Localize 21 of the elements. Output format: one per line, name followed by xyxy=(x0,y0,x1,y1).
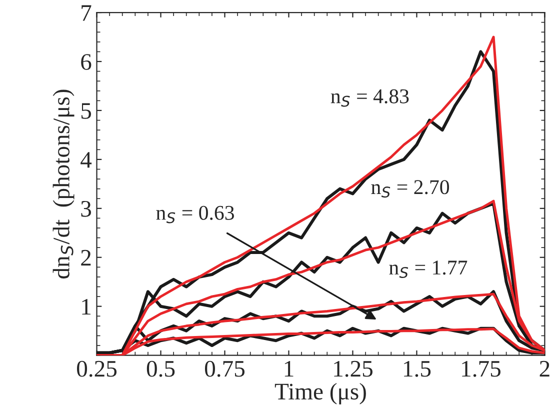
y-tick-label: 2 xyxy=(81,250,91,266)
y-tick-label: 1 xyxy=(82,298,90,315)
y-tick-label: 5 xyxy=(81,103,91,119)
x-tick-label: 1.25 xyxy=(334,360,372,377)
x-tick-label: 2 xyxy=(540,360,550,377)
y-tick-label: 3 xyxy=(81,200,91,217)
x-tick-label: 1.75 xyxy=(462,360,500,377)
x-tick-label: 0.5 xyxy=(146,360,175,377)
annotation: n$_{S}$ = 2.70 xyxy=(371,180,450,198)
x-tick-label: 0.75 xyxy=(204,360,244,377)
x-tick-label: 1.5 xyxy=(404,360,431,377)
y-axis-title: dn$_{S}$/dt (photons/μs) xyxy=(52,90,74,278)
x-axis-title: Time (μs) xyxy=(274,382,366,404)
y-tick-label: 6 xyxy=(81,54,92,70)
annotation: n$_{S}$ = 1.77 xyxy=(389,260,468,278)
y-tick-label: 7 xyxy=(82,5,92,21)
x-tick-label: 1 xyxy=(284,360,294,377)
annotation: n$_{S}$ = 0.63 xyxy=(156,206,234,224)
annotation: n$_{S}$ = 4.83 xyxy=(330,89,409,107)
x-tick-label: 0.25 xyxy=(77,360,117,377)
y-tick-label: 4 xyxy=(80,152,92,168)
